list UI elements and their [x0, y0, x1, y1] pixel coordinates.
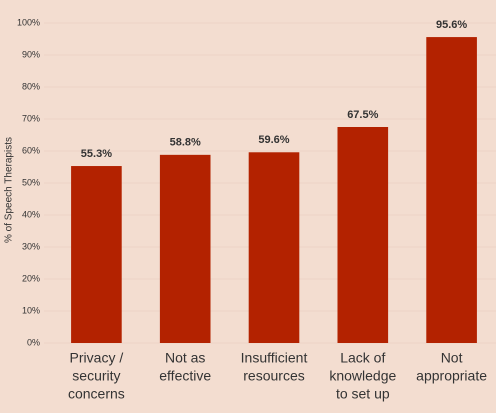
x-tick-label: effective: [159, 368, 211, 384]
x-tick-label: Lack of: [340, 350, 385, 366]
x-tick-label: resources: [243, 368, 304, 384]
y-tick-label: 100%: [17, 17, 40, 27]
value-label: 58.8%: [170, 137, 201, 149]
y-tick-label: 20%: [22, 273, 40, 283]
bar: [71, 166, 122, 343]
y-tick-label: 40%: [22, 209, 40, 219]
x-tick-label: Not as: [165, 350, 205, 366]
y-tick-label: 90%: [22, 49, 40, 59]
bar: [426, 37, 477, 343]
x-tick-label: to set up: [336, 386, 390, 402]
y-tick-label: 70%: [22, 113, 40, 123]
value-label: 95.6%: [436, 19, 467, 31]
y-tick-label: 80%: [22, 81, 40, 91]
y-tick-label: 60%: [22, 145, 40, 155]
x-tick-label: concerns: [68, 386, 125, 402]
y-axis-label: % of Speech Therapists: [4, 137, 15, 243]
bar: [337, 127, 389, 343]
y-tick-label: 50%: [22, 177, 40, 187]
y-tick-label: 0%: [27, 337, 40, 347]
bar: [159, 154, 211, 343]
y-tick-label: 30%: [22, 241, 40, 251]
value-label: 59.6%: [258, 134, 289, 146]
x-tick-label: knowledge: [329, 368, 396, 384]
x-tick-label: appropriate: [416, 368, 487, 384]
y-tick-label: 10%: [22, 305, 40, 315]
bar: [248, 152, 300, 343]
value-label: 67.5%: [347, 109, 378, 121]
x-tick-label: Privacy /: [70, 350, 124, 366]
x-tick-label: Insufficient: [241, 350, 308, 366]
x-tick-label: security: [72, 368, 120, 384]
x-tick-label: Not: [441, 350, 463, 366]
value-label: 55.3%: [81, 148, 112, 160]
